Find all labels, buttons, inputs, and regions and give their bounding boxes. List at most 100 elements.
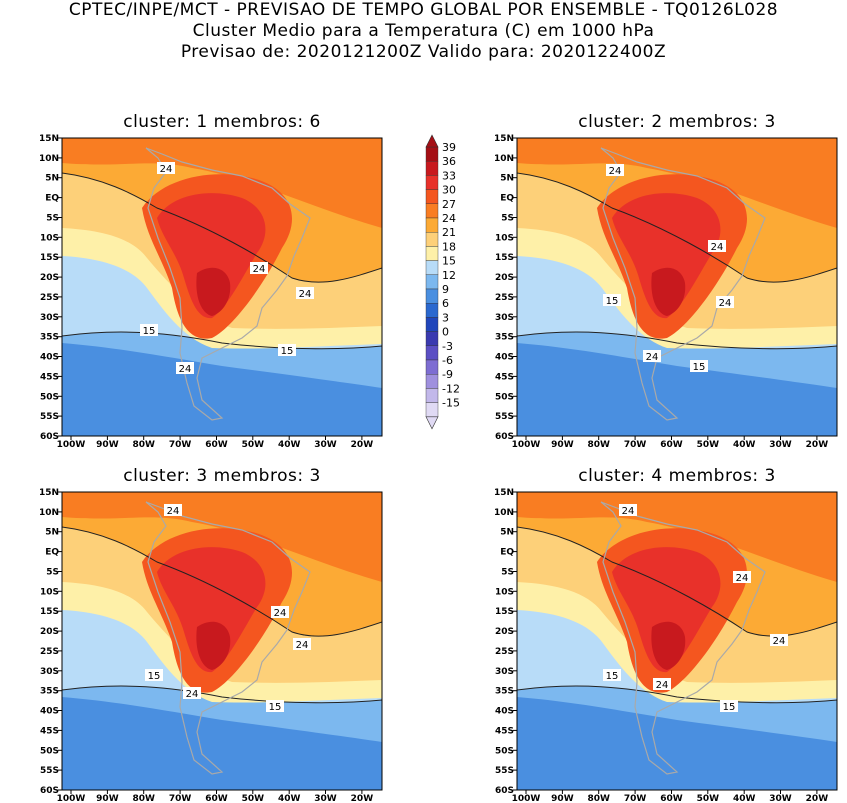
lon-tick-label: 50W xyxy=(697,794,720,803)
lat-tick-label: 15N xyxy=(494,488,514,498)
lon-tick-label: 40W xyxy=(278,440,301,450)
shaded-band-c27 xyxy=(517,492,837,582)
lon-tick-label: 90W xyxy=(551,794,574,803)
colorbar-label: 15 xyxy=(442,255,456,268)
lat-tick-label: 55S xyxy=(495,412,514,422)
contour-label-text: 24 xyxy=(186,689,199,700)
temperature-field xyxy=(517,492,837,790)
contour-label-bg xyxy=(164,504,182,516)
lat-tick-label: 10S xyxy=(40,233,59,243)
colorbar-swatch xyxy=(425,317,439,332)
lat-tick-label: 45S xyxy=(495,726,514,736)
contour-label: 24 xyxy=(716,296,734,309)
lat-tick-label: 15S xyxy=(40,253,59,263)
contour-label: 24 xyxy=(770,634,788,647)
shaded-band-c27 xyxy=(62,138,382,228)
colorbar-swatch xyxy=(425,388,439,403)
lat-tick-label: 5S xyxy=(501,568,514,578)
lat-tick-label: EQ xyxy=(500,548,514,558)
shaded-band-c36 xyxy=(651,621,686,670)
lat-tick-label: 50S xyxy=(40,392,59,402)
lon-tick-label: 40W xyxy=(278,794,301,803)
lon-tick-label: 90W xyxy=(96,440,119,450)
lat-tick-label: 10N xyxy=(494,154,514,164)
lon-tick-label: 60W xyxy=(205,794,228,803)
lat-tick-label: 35S xyxy=(40,687,59,697)
lon-tick-label: 50W xyxy=(242,794,265,803)
contour-label: 24 xyxy=(653,678,671,691)
contour-label-text: 24 xyxy=(646,352,659,363)
shaded-band-c27 xyxy=(62,492,382,582)
contour-label-bg xyxy=(720,700,738,712)
shaded-band-c27 xyxy=(517,138,837,228)
map-panel-3: 24 24 24 15 24 15 15N 10N 5N EQ 5S 10S 15S 20S 25S 30S 3… xyxy=(39,488,383,803)
panel-title-3: cluster: 3 membros: 3 xyxy=(123,466,321,486)
colorbar-swatch xyxy=(425,260,439,276)
header-title-line3: Previsao de: 2020121200Z Valido para: 20… xyxy=(180,42,667,62)
lat-tick-label: 60S xyxy=(495,432,514,442)
contour-label-text: 24 xyxy=(736,573,749,584)
contour-label-bg xyxy=(157,162,175,174)
lat-tick-label: 15N xyxy=(494,134,514,144)
contour-label-bg xyxy=(176,362,194,374)
lat-tick-label: 60S xyxy=(40,786,59,796)
lat-tick-label: 55S xyxy=(40,766,59,776)
lon-tick-label: 60W xyxy=(660,440,683,450)
contour-label: 15 xyxy=(145,669,163,682)
lon-tick-label: 70W xyxy=(624,794,647,803)
contour-label-bg xyxy=(708,240,726,252)
contour-label-text: 24 xyxy=(179,364,192,375)
colorbar-swatch xyxy=(425,246,439,261)
contour-15 xyxy=(517,685,837,704)
colorbar-label: 21 xyxy=(442,226,456,239)
colorbar-label: 6 xyxy=(442,297,449,310)
contour-label: 15 xyxy=(278,344,296,357)
colorbar-label: -15 xyxy=(442,397,460,410)
lat-tick-label: 40S xyxy=(495,353,514,363)
shaded-band-c33 xyxy=(157,547,266,673)
contour-label: 24 xyxy=(606,164,624,177)
lat-tick-label: 40S xyxy=(40,353,59,363)
contour-label-text: 24 xyxy=(160,164,173,175)
contour-label: 15 xyxy=(603,294,621,307)
lon-tick-label: 20W xyxy=(351,794,374,803)
colorbar-swatch xyxy=(425,345,439,361)
contour-label: 24 xyxy=(733,571,751,584)
contour-24 xyxy=(62,526,382,637)
contour-label: 24 xyxy=(708,240,726,253)
contour-label: 24 xyxy=(293,638,311,651)
lat-tick-label: 5S xyxy=(46,214,59,224)
contour-15 xyxy=(62,331,382,350)
contour-label-text: 15 xyxy=(606,296,619,307)
contour-label-bg xyxy=(603,669,621,681)
lat-tick-label: 10S xyxy=(495,233,514,243)
lat-tick-label: 10N xyxy=(39,154,59,164)
contour-label: 15 xyxy=(603,669,621,682)
lat-tick-label: EQ xyxy=(45,194,59,204)
colorbar-swatch xyxy=(425,203,439,219)
temperature-field xyxy=(517,138,837,436)
lon-tick-label: 50W xyxy=(242,440,265,450)
contour-label-text: 15 xyxy=(693,362,706,373)
contour-label: 24 xyxy=(643,350,661,363)
lon-tick-label: 20W xyxy=(806,440,829,450)
colorbar-label: -3 xyxy=(442,340,453,353)
coastline xyxy=(145,501,311,775)
lon-tick-label: 50W xyxy=(697,440,720,450)
contour-label-bg xyxy=(603,294,621,306)
contour-label-text: 24 xyxy=(609,166,622,177)
temperature-field xyxy=(62,492,382,790)
contour-label-text: 15 xyxy=(148,671,161,682)
map-frame xyxy=(61,491,383,791)
lon-tick-label: 40W xyxy=(733,440,756,450)
lon-tick-label: 20W xyxy=(351,440,374,450)
colorbar-swatch xyxy=(425,231,439,247)
panel-title-1: cluster: 1 membros: 6 xyxy=(123,112,321,132)
contour-label-bg xyxy=(716,296,734,308)
lon-tick-label: 80W xyxy=(132,794,155,803)
contour-label-text: 15 xyxy=(269,702,282,713)
lon-tick-label: 90W xyxy=(96,794,119,803)
coastline xyxy=(145,147,311,421)
lat-tick-label: 25S xyxy=(495,647,514,657)
colorbar-swatch xyxy=(425,303,439,318)
